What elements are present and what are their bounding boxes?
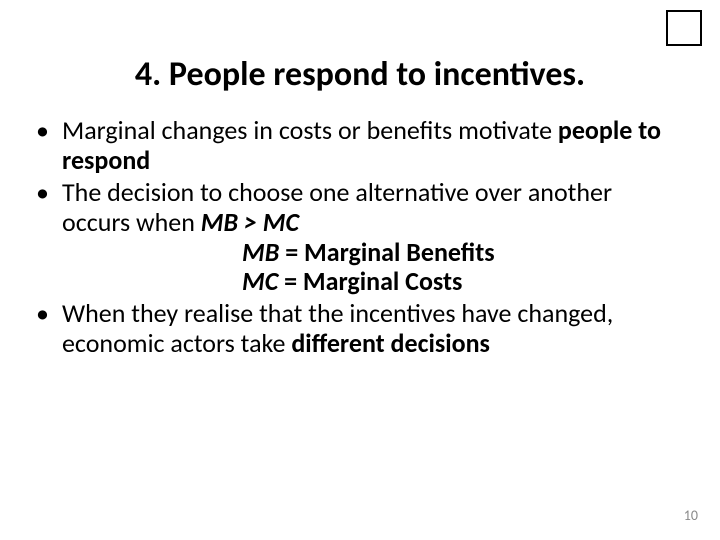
bullet-item: The decision to choose one alternative o…: [36, 178, 684, 298]
definition-rest: = Marginal Benefits: [279, 236, 494, 268]
bullet-bold: different decisions: [291, 327, 490, 359]
definition-line: MC = Marginal Costs: [62, 267, 684, 297]
slide: 4. People respond to incentives. Margina…: [0, 0, 720, 540]
bullet-item: When they realise that the incentives ha…: [36, 299, 684, 359]
definition-term: MB: [242, 236, 279, 268]
definition-rest: = Marginal Costs: [278, 265, 462, 297]
slide-title: 4. People respond to incentives.: [0, 54, 720, 95]
definition-term: MC: [242, 265, 278, 297]
slide-body: Marginal changes in costs or benefits mo…: [36, 116, 684, 361]
bullet-text: Marginal changes in costs or benefits mo…: [62, 114, 558, 146]
corner-box: [666, 10, 702, 46]
definition-line: MB = Marginal Benefits: [62, 238, 684, 268]
bullet-text: The decision to choose one alternative o…: [62, 176, 612, 238]
formula: MB > MC: [201, 206, 299, 238]
bullet-list: Marginal changes in costs or benefits mo…: [36, 116, 684, 359]
page-number: 10: [684, 507, 698, 524]
bullet-item: Marginal changes in costs or benefits mo…: [36, 116, 684, 176]
